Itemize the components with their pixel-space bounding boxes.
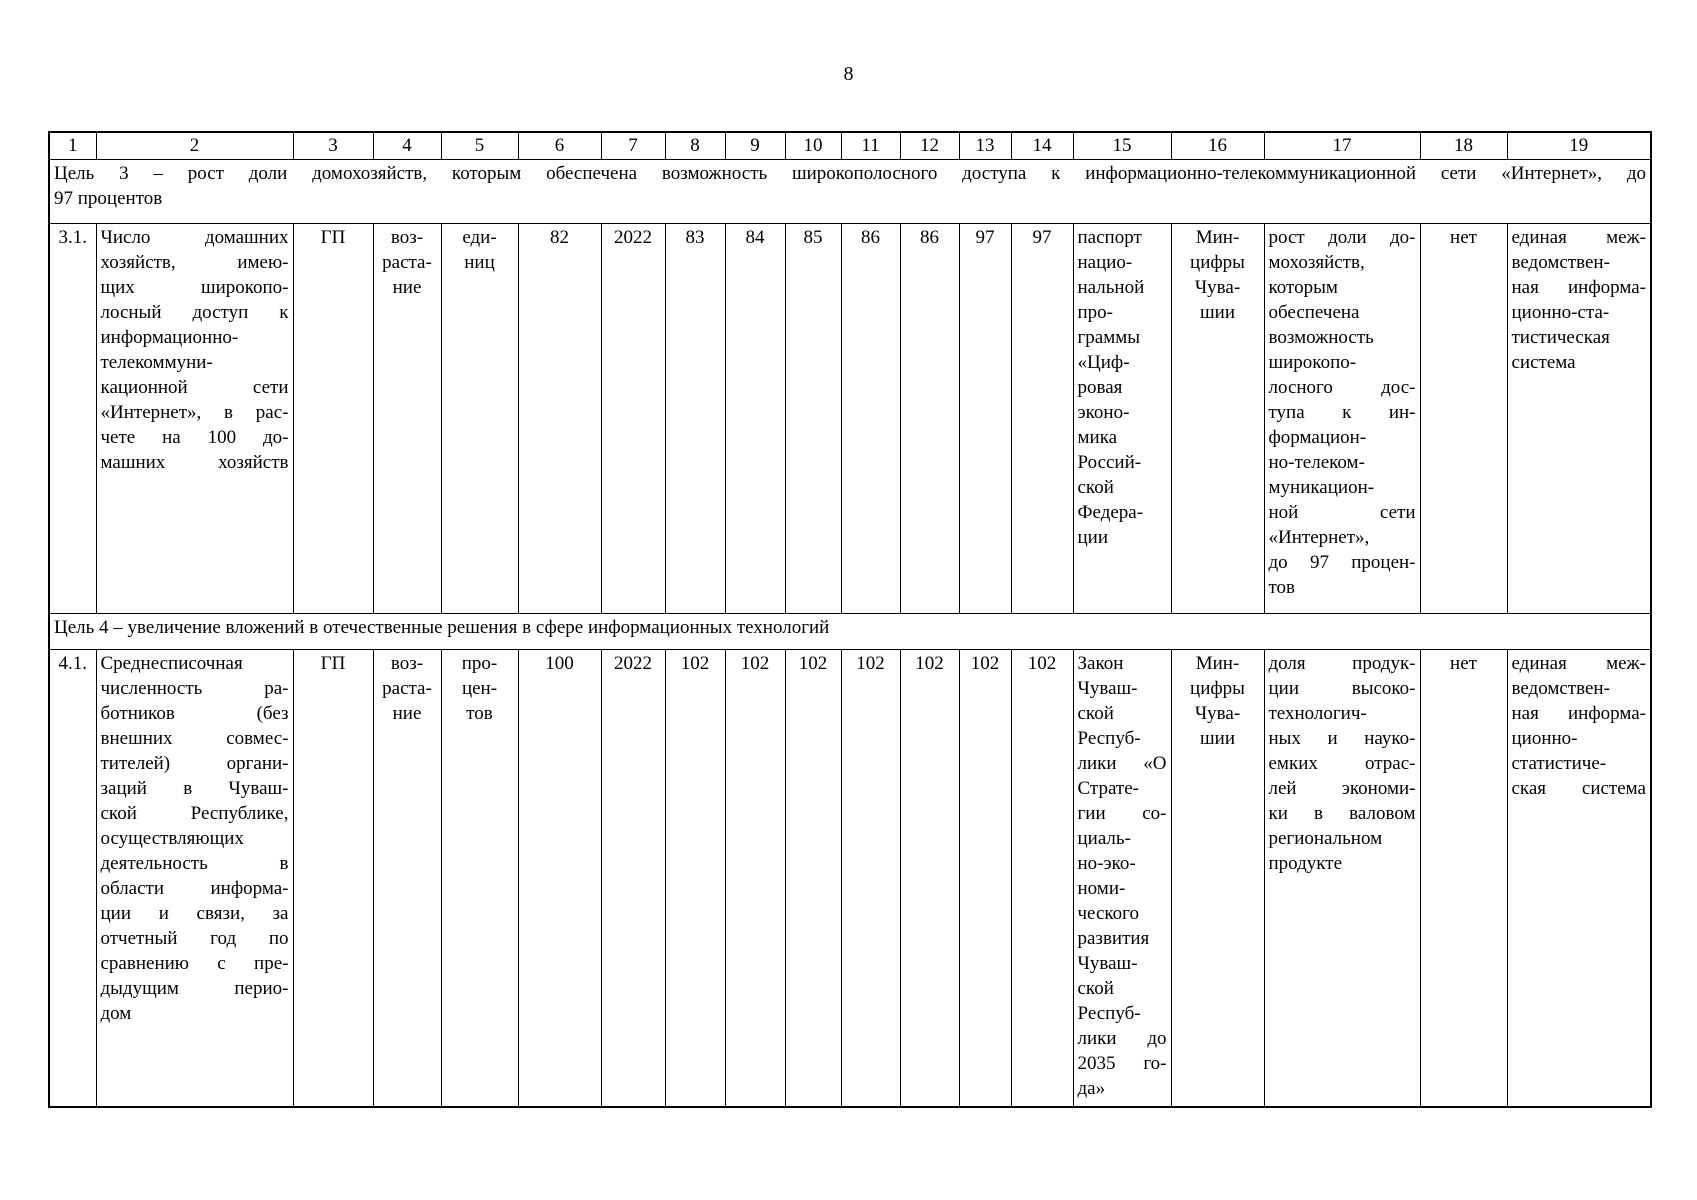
col-header-3: 3 [292, 131, 374, 160]
executor-cell: Мин- цифры Чува- шии [1170, 648, 1265, 1108]
national-goal-relation-cell: рост доли до- мохозяйств, которым обеспе… [1263, 222, 1421, 614]
program-type-cell: ГП [292, 648, 374, 1108]
col-header-15: 15 [1072, 131, 1172, 160]
col-header-6: 6 [517, 131, 602, 160]
col-header-16: 16 [1170, 131, 1265, 160]
col-header-7: 7 [600, 131, 666, 160]
col-header-12: 12 [899, 131, 960, 160]
page-number: 8 [843, 63, 854, 85]
col-header-17: 17 [1263, 131, 1421, 160]
goal-3-cell: Цель 3 – рост доли домохозяйств, которым… [48, 158, 1652, 224]
col-header-14: 14 [1010, 131, 1074, 160]
basis-document-cell: Закон Чуваш- ской Респуб- лики «О Страте… [1072, 648, 1172, 1108]
col-header-5: 5 [440, 131, 519, 160]
target-value-cell: 83 [664, 222, 726, 614]
executor-cell: Мин- цифры Чува- шии [1170, 222, 1265, 614]
col-header-18: 18 [1419, 131, 1508, 160]
col-header-10: 10 [784, 131, 842, 160]
target-value-cell: 102 [724, 648, 786, 1108]
target-value-cell: 97 [1010, 222, 1074, 614]
base-value-cell: 82 [517, 222, 602, 614]
target-value-cell: 97 [958, 222, 1012, 614]
col-header-11: 11 [840, 131, 901, 160]
col-header-19: 19 [1506, 131, 1652, 160]
info-system-cell: единая меж- ведомствен- ная информа- цио… [1506, 222, 1652, 614]
basis-document-cell: паспорт нацио- нальной про- граммы «Циф-… [1072, 222, 1172, 614]
target-value-cell: 102 [784, 648, 842, 1108]
unit-cell: про- цен- тов [440, 648, 519, 1108]
indicator-row-3-1: 3.1. Число домашних хозяйств, имею- щих … [48, 222, 1652, 614]
indicator-row-4-1: 4.1. Среднесписочная численность ра- бот… [48, 648, 1652, 1108]
col-header-2: 2 [95, 131, 294, 160]
row-number-cell: 4.1. [48, 648, 97, 1108]
goal-3-row: Цель 3 – рост доли домохозяйств, которым… [48, 158, 1652, 224]
col-header-9: 9 [724, 131, 786, 160]
goal-4-row: Цель 4 – увеличение вложений в отечестве… [48, 612, 1652, 650]
trend-cell: воз- раста- ние [372, 648, 442, 1108]
goal-4-text: Цель 4 – увеличение вложений в отечестве… [54, 616, 830, 638]
target-value-cell: 102 [958, 648, 1012, 1108]
target-value-cell: 84 [724, 222, 786, 614]
target-value-cell: 85 [784, 222, 842, 614]
target-value-cell: 102 [899, 648, 960, 1108]
target-value-cell: 102 [1010, 648, 1074, 1108]
target-value-cell: 86 [840, 222, 901, 614]
col-header-8: 8 [664, 131, 726, 160]
col-header-13: 13 [958, 131, 1012, 160]
base-value-cell: 100 [517, 648, 602, 1108]
additional-info-cell: нет [1419, 222, 1508, 614]
row-number-cell: 3.1. [48, 222, 97, 614]
target-value-cell: 102 [840, 648, 901, 1108]
base-year-cell: 2022 [600, 648, 666, 1108]
info-system-cell: единая меж- ведомствен- ная информа- цио… [1506, 648, 1652, 1108]
col-header-1: 1 [48, 131, 97, 160]
national-goal-relation-cell: доля продук- ции высоко- технологич- ных… [1263, 648, 1421, 1108]
col-header-4: 4 [372, 131, 442, 160]
goal-3-text-line2: 97 процентов [54, 187, 163, 209]
target-value-cell: 86 [899, 222, 960, 614]
base-year-cell: 2022 [600, 222, 666, 614]
indicator-name-cell: Число домашних хозяйств, имею- щих широк… [95, 222, 294, 614]
column-number-header-row: 1 2 3 4 5 6 7 8 9 10 11 12 13 14 15 16 1… [48, 131, 1652, 160]
additional-info-cell: нет [1419, 648, 1508, 1108]
goal-3-text-line1: Цель 3 – рост доли домохозяйств, которым… [54, 162, 1646, 184]
unit-cell: еди- ниц [440, 222, 519, 614]
indicator-name-cell: Среднесписочная численность ра- ботников… [95, 648, 294, 1108]
program-type-cell: ГП [292, 222, 374, 614]
goal-4-cell: Цель 4 – увеличение вложений в отечестве… [48, 612, 1652, 650]
target-value-cell: 102 [664, 648, 726, 1108]
indicators-table: 1 2 3 4 5 6 7 8 9 10 11 12 13 14 15 16 1… [48, 131, 1652, 1108]
trend-cell: воз- раста- ние [372, 222, 442, 614]
